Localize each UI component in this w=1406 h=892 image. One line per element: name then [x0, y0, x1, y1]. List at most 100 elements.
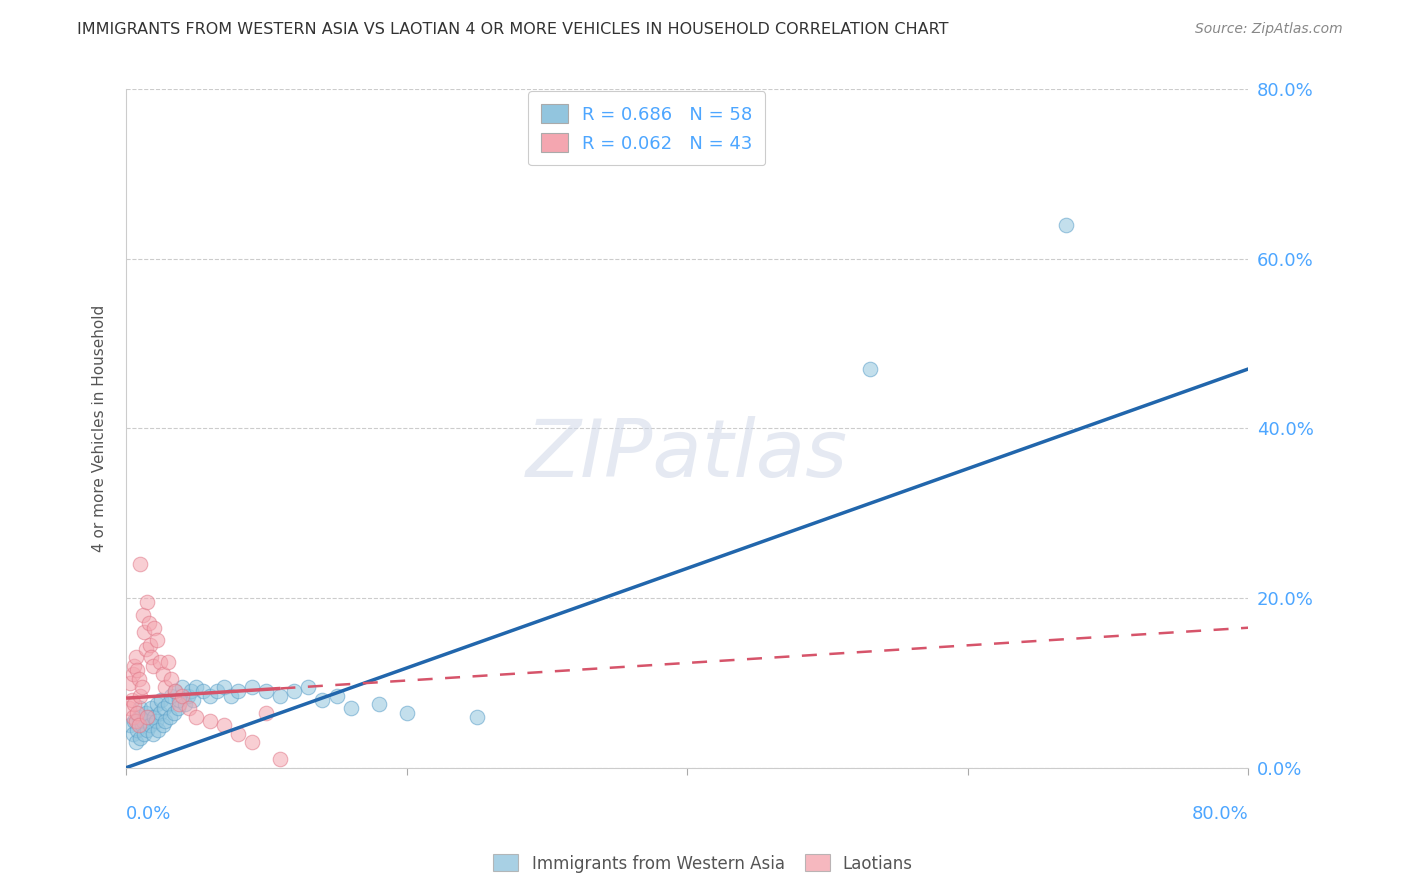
Point	[141, 701, 163, 715]
Point	[124, 714, 146, 728]
Text: IMMIGRANTS FROM WESTERN ASIA VS LAOTIAN 4 OR MORE VEHICLES IN HOUSEHOLD CORRELAT: IMMIGRANTS FROM WESTERN ASIA VS LAOTIAN …	[77, 22, 949, 37]
Point	[143, 621, 166, 635]
Point	[367, 697, 389, 711]
Point	[160, 689, 183, 703]
Text: 0.0%: 0.0%	[127, 805, 172, 823]
Point	[186, 680, 208, 694]
Point	[339, 701, 361, 715]
Point	[143, 710, 166, 724]
Point	[149, 655, 172, 669]
Point	[214, 680, 236, 694]
Text: ZIPatlas: ZIPatlas	[526, 417, 848, 494]
Point	[131, 680, 153, 694]
Point	[193, 684, 215, 698]
Point	[145, 714, 167, 728]
Point	[127, 706, 149, 720]
Point	[207, 684, 229, 698]
Point	[200, 689, 222, 703]
Point	[148, 723, 170, 737]
Point	[163, 706, 186, 720]
Point	[165, 684, 187, 698]
Point	[124, 659, 146, 673]
Point	[127, 663, 149, 677]
Point	[152, 667, 174, 681]
Point	[183, 693, 205, 707]
Point	[129, 557, 152, 571]
Point	[122, 727, 145, 741]
Legend: R = 0.686   N = 58, R = 0.062   N = 43: R = 0.686 N = 58, R = 0.062 N = 43	[527, 91, 765, 165]
Point	[138, 710, 160, 724]
Point	[128, 672, 150, 686]
Point	[136, 710, 159, 724]
Point	[179, 701, 201, 715]
Point	[129, 701, 152, 715]
Point	[174, 697, 197, 711]
Point	[127, 723, 149, 737]
Point	[138, 616, 160, 631]
Point	[1054, 218, 1077, 232]
Point	[325, 689, 347, 703]
Point	[142, 659, 165, 673]
Point	[177, 689, 200, 703]
Point	[131, 718, 153, 732]
Point	[465, 710, 488, 724]
Point	[167, 701, 190, 715]
Point	[297, 680, 319, 694]
Point	[159, 710, 181, 724]
Point	[128, 718, 150, 732]
Point	[136, 595, 159, 609]
Point	[395, 706, 418, 720]
Point	[142, 727, 165, 741]
Point	[152, 718, 174, 732]
Point	[120, 718, 142, 732]
Point	[160, 672, 183, 686]
Point	[228, 727, 250, 741]
Point	[124, 697, 146, 711]
Point	[254, 684, 277, 698]
Point	[254, 706, 277, 720]
Point	[129, 731, 152, 745]
Point	[132, 714, 155, 728]
Point	[186, 710, 208, 724]
Point	[240, 735, 263, 749]
Point	[149, 706, 172, 720]
Point	[214, 718, 236, 732]
Point	[157, 697, 180, 711]
Point	[122, 667, 145, 681]
Point	[135, 706, 157, 720]
Point	[134, 624, 156, 639]
Point	[169, 697, 191, 711]
Point	[155, 680, 177, 694]
Point	[283, 684, 305, 698]
Point	[139, 638, 162, 652]
Point	[155, 714, 177, 728]
Point	[146, 633, 169, 648]
Point	[136, 723, 159, 737]
Text: 80.0%: 80.0%	[1192, 805, 1249, 823]
Point	[139, 718, 162, 732]
Point	[141, 650, 163, 665]
Point	[165, 684, 187, 698]
Point	[169, 693, 191, 707]
Point	[228, 684, 250, 698]
Point	[118, 701, 141, 715]
Point	[146, 697, 169, 711]
Y-axis label: 4 or more Vehicles in Household: 4 or more Vehicles in Household	[93, 305, 107, 552]
Point	[135, 641, 157, 656]
Point	[200, 714, 222, 728]
Point	[122, 710, 145, 724]
Point	[311, 693, 333, 707]
Point	[120, 676, 142, 690]
Point	[172, 680, 194, 694]
Point	[129, 689, 152, 703]
Point	[125, 735, 148, 749]
Legend: Immigrants from Western Asia, Laotians: Immigrants from Western Asia, Laotians	[486, 847, 920, 880]
Point	[128, 710, 150, 724]
Text: Source: ZipAtlas.com: Source: ZipAtlas.com	[1195, 22, 1343, 37]
Point	[121, 693, 143, 707]
Point	[125, 714, 148, 728]
Point	[269, 689, 291, 703]
Point	[125, 650, 148, 665]
Point	[157, 655, 180, 669]
Point	[859, 362, 882, 376]
